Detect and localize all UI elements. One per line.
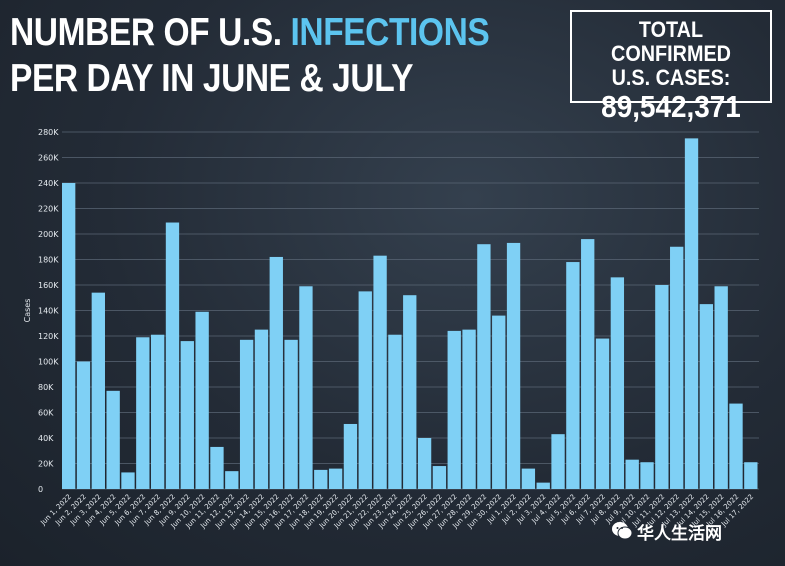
headline: NUMBER OF U.S. INFECTIONS PER DAY IN JUNE… <box>10 10 490 102</box>
y-tick-label: 60K <box>38 409 54 418</box>
bar <box>462 329 476 489</box>
y-tick-label: 240K <box>38 179 59 188</box>
bar <box>254 329 269 489</box>
y-tick-label: 260K <box>38 154 59 163</box>
bar <box>210 446 224 489</box>
y-tick-label: 40K <box>38 434 54 443</box>
bar <box>670 246 684 489</box>
bar <box>239 339 254 489</box>
bar <box>403 295 417 489</box>
total-cases-box: TOTAL CONFIRMED U.S. CASES: 89,542,371 <box>570 10 772 124</box>
y-tick-label: 200K <box>38 230 59 239</box>
bar <box>343 423 358 489</box>
y-tick-label: 140K <box>38 307 59 316</box>
bar <box>180 341 194 489</box>
bar <box>640 462 654 489</box>
bar <box>566 262 580 489</box>
bar <box>595 338 610 489</box>
bar <box>106 390 120 489</box>
watermark: 华人生活网 <box>637 524 722 544</box>
bar <box>729 403 743 489</box>
bar <box>744 462 758 489</box>
headline-line1-part1: NUMBER OF U.S. <box>10 11 291 54</box>
total-cases-label-1: TOTAL CONFIRMED <box>611 17 731 66</box>
headline-line2: PER DAY IN JUNE & JULY <box>10 57 414 100</box>
bar <box>299 286 313 489</box>
y-tick-label: 280K <box>38 128 59 137</box>
bar <box>165 222 180 489</box>
y-tick-label: 80K <box>38 383 54 392</box>
bar <box>328 468 343 489</box>
bar <box>477 244 491 489</box>
bar <box>284 339 298 489</box>
bar <box>195 311 209 489</box>
y-tick-label: 220K <box>38 205 59 214</box>
y-tick-label: 180K <box>38 256 59 265</box>
y-tick-label: 0 <box>38 485 43 494</box>
y-tick-label: 160K <box>38 281 59 290</box>
total-cases-label-2: U.S. CASES: <box>611 65 731 90</box>
bar <box>314 469 328 489</box>
bar <box>76 361 91 489</box>
bar <box>506 242 521 489</box>
bar <box>432 466 447 489</box>
bar <box>417 438 432 489</box>
bar <box>150 334 165 489</box>
bar <box>225 471 239 489</box>
bar <box>610 277 625 489</box>
bar <box>373 255 387 489</box>
bar <box>625 459 639 489</box>
bar <box>684 138 699 489</box>
y-tick-label: 120K <box>38 332 59 341</box>
bar <box>269 256 283 489</box>
bar <box>121 472 135 489</box>
bar <box>655 285 669 489</box>
bar <box>714 286 728 489</box>
bar <box>447 330 461 489</box>
y-tick-label: 100K <box>38 358 59 367</box>
total-cases-value: 89,542,371 <box>601 89 741 124</box>
headline-highlight: INFECTIONS <box>290 11 490 54</box>
bar <box>581 239 595 489</box>
bar <box>62 183 76 489</box>
bar <box>358 291 372 489</box>
bar <box>521 468 536 489</box>
bar <box>536 482 550 489</box>
bar <box>388 334 402 489</box>
bar <box>551 434 565 489</box>
wechat-icon <box>612 522 633 540</box>
bar <box>91 292 105 489</box>
bar <box>492 315 506 489</box>
y-tick-label: 20K <box>38 460 54 469</box>
bar <box>699 304 714 489</box>
bar <box>136 337 150 489</box>
y-axis-label: Cases <box>23 299 32 323</box>
